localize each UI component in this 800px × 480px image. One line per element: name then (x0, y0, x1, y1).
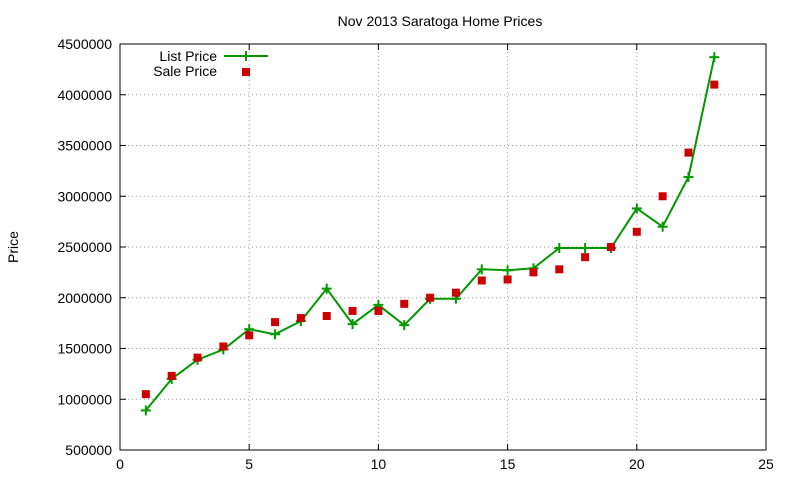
sale-price-point (632, 227, 641, 236)
sale-price-point (296, 314, 305, 323)
sale-price-point (167, 371, 176, 380)
sale-price-point (606, 243, 615, 251)
list-price-point (399, 320, 410, 331)
y-axis-label: Price (5, 231, 21, 263)
y-tick-label: 2500000 (57, 239, 112, 255)
list-price-point (270, 329, 281, 340)
sale-price-point (684, 148, 693, 157)
sale-price-point (219, 342, 228, 351)
list-price-point (347, 319, 358, 330)
legend-label-list-price: List Price (159, 48, 217, 64)
list-price-line (145, 56, 716, 412)
legend-label-sale-price: Sale Price (153, 63, 217, 79)
list-price-point (321, 283, 332, 294)
list-price-point (631, 203, 642, 214)
sale-price-point (581, 253, 590, 262)
y-tick-label: 1000000 (57, 391, 112, 407)
list-price-point (709, 52, 720, 63)
sale-price-point (322, 312, 331, 321)
list-price-point (502, 265, 513, 276)
x-tick-label: 10 (371, 456, 387, 472)
list-price-point (580, 243, 591, 254)
list-price-point (657, 221, 668, 232)
sale-price-point (451, 288, 460, 297)
list-price-point (554, 243, 565, 254)
y-tick-label: 500000 (65, 442, 112, 458)
x-tick-label: 0 (116, 456, 124, 472)
y-tick-label: 3500000 (57, 138, 112, 154)
sale-price-point (503, 275, 512, 284)
sale-price-point (710, 80, 719, 89)
sale-price-point (555, 265, 564, 274)
x-tick-label: 25 (758, 456, 774, 472)
sale-price-point (245, 331, 254, 340)
x-tick-label: 5 (245, 456, 253, 472)
y-tick-label: 2000000 (57, 290, 112, 306)
sale-price-point (477, 276, 486, 285)
sale-price-point (374, 306, 383, 315)
gridlines (120, 44, 766, 450)
plot-frame (119, 43, 767, 451)
y-tick-label: 3000000 (57, 188, 112, 204)
x-tick-label: 15 (500, 456, 516, 472)
sale-price-point (529, 268, 538, 277)
list-price-point (140, 405, 151, 416)
sale-price-point (400, 299, 409, 308)
axis-ticks: 0 5 10 15 20 25 500000 1000000 1500000 2000000 250… (57, 36, 774, 472)
sale-price-point (193, 353, 202, 362)
sale-price-point (141, 390, 150, 399)
list-price-point (476, 264, 487, 275)
sale-price-point (658, 192, 667, 201)
plot-marks (140, 52, 720, 416)
sale-price-point (271, 318, 280, 327)
y-tick-label: 4500000 (57, 36, 112, 52)
y-tick-label: 4000000 (57, 87, 112, 103)
sale-price-point (348, 306, 357, 315)
x-tick-label: 20 (629, 456, 645, 472)
legend-marker-sale-price (242, 68, 250, 76)
list-price-point (683, 171, 694, 182)
sale-price-point (426, 293, 435, 302)
y-tick-label: 1500000 (57, 341, 112, 357)
chart-title: Nov 2013 Saratoga Home Prices (338, 13, 543, 29)
